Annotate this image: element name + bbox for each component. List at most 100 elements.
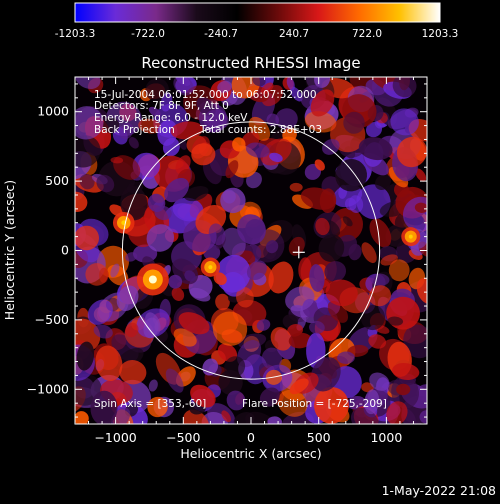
emission-blob	[172, 197, 204, 222]
emission-blob	[110, 263, 120, 278]
annotation-total-counts: Total counts: 2.88E+03	[199, 124, 322, 136]
emission-blob	[260, 82, 274, 95]
emission-blob	[119, 360, 147, 385]
emission-blob	[306, 332, 326, 369]
emission-blob	[224, 356, 246, 378]
bright-source-core	[408, 234, 413, 239]
emission-blob	[246, 260, 267, 281]
emission-blob	[79, 174, 95, 190]
solar-limb-circle	[121, 121, 381, 380]
emission-blob	[173, 328, 197, 347]
emission-blob	[314, 387, 349, 424]
emission-blob	[154, 205, 172, 221]
emission-blob	[75, 77, 101, 90]
emission-blob	[358, 137, 393, 161]
emission-blob	[285, 286, 315, 312]
emission-blob	[245, 142, 270, 158]
emission-blob	[386, 401, 408, 424]
emission-blob	[392, 77, 417, 98]
emission-blob	[168, 274, 183, 289]
emission-blob	[95, 345, 123, 382]
emission-blob	[146, 224, 175, 252]
emission-blob	[365, 122, 383, 138]
emission-blob	[324, 261, 347, 282]
emission-blob	[361, 382, 374, 393]
emission-blob	[157, 119, 178, 146]
emission-blob	[392, 363, 420, 380]
emission-blob	[310, 357, 341, 392]
emission-blob	[148, 379, 158, 392]
x-tick-label: −500	[166, 430, 200, 445]
emission-blob	[342, 216, 353, 227]
emission-blob	[261, 347, 283, 370]
emission-blob	[337, 351, 355, 364]
colorbar: -1203.3 -722.0 -240.7 240.7 722.0 1203.3	[55, 2, 459, 40]
emission-blob	[289, 86, 303, 102]
emission-blob	[288, 332, 312, 349]
emission-blob	[252, 77, 266, 87]
emission-blob	[217, 80, 232, 93]
emission-blob	[85, 263, 109, 286]
emission-blob	[116, 285, 139, 312]
emission-blob	[232, 137, 246, 152]
y-tick-label: −500	[35, 312, 69, 327]
emission-blob	[275, 108, 298, 130]
emission-blob	[369, 372, 390, 391]
emission-blob	[138, 118, 162, 134]
emission-blob	[314, 77, 331, 89]
emission-blob	[125, 252, 138, 262]
annotation-time-range: 15-Jul-2004 06:01:52.000 to 06:07:52.000	[94, 89, 317, 101]
emission-blob	[415, 168, 427, 182]
emission-blob	[165, 368, 184, 393]
spin-axis-marker	[292, 246, 305, 259]
bright-source-core	[148, 275, 157, 284]
emission-blob	[120, 186, 148, 221]
emission-blob	[178, 138, 187, 150]
emission-blob	[277, 389, 308, 417]
emission-blob	[380, 254, 398, 266]
colorbar-tick-label: 1203.3	[422, 28, 459, 40]
emission-blob	[268, 261, 294, 294]
emission-blob	[96, 174, 115, 193]
emission-blob	[75, 135, 101, 168]
emission-blob	[343, 111, 365, 134]
emission-blob	[145, 78, 169, 102]
emission-blob	[256, 319, 271, 331]
emission-blob	[348, 243, 362, 261]
emission-blob	[335, 159, 368, 192]
emission-blob	[220, 187, 246, 214]
axis-ticks: −1000 −500 0 500 1000 −1000 −500 0 500 1000	[27, 77, 427, 445]
emission-blob	[403, 324, 427, 359]
emission-blob	[402, 196, 427, 232]
emission-blob	[309, 320, 325, 334]
x-tick-label: 500	[307, 430, 331, 445]
emission-blob	[282, 127, 297, 143]
emission-blob	[288, 236, 305, 256]
emission-blob	[225, 160, 239, 179]
annotation-spin-axis: Spin Axis = [353,-60]	[94, 398, 206, 410]
annotation-block: 15-Jul-2004 06:01:52.000 to 06:07:52.000…	[94, 89, 387, 410]
emission-blob	[314, 159, 325, 171]
emission-blob	[360, 304, 386, 331]
x-axis-label: Heliocentric X (arcsec)	[180, 446, 321, 461]
annotation-flare-position: Flare Position = [-725,-209]	[242, 398, 387, 410]
chart-title: Reconstructed RHESSI Image	[141, 54, 360, 72]
emission-blob	[236, 287, 254, 308]
emission-blob	[289, 378, 309, 395]
emission-blob	[269, 152, 283, 163]
plot-area: −1000 −500 0 500 1000 −1000 −500 0 500 1000	[27, 76, 428, 445]
emission-blob	[173, 77, 194, 96]
emission-blob	[300, 187, 336, 210]
emission-blob	[396, 383, 411, 396]
x-tick-label: 1000	[370, 430, 402, 445]
y-tick-label: 500	[45, 173, 69, 188]
emission-blob	[304, 111, 337, 133]
emission-blob	[315, 217, 330, 236]
annotation-detectors: Detectors: 7F 8F 9F, Att 0	[94, 100, 229, 112]
bright-sources	[112, 211, 421, 296]
y-tick-label: 1000	[37, 104, 69, 119]
emission-blob	[178, 312, 210, 335]
emission-blob	[237, 214, 266, 245]
emission-blob	[190, 384, 216, 408]
x-tick-label: 0	[247, 430, 255, 445]
